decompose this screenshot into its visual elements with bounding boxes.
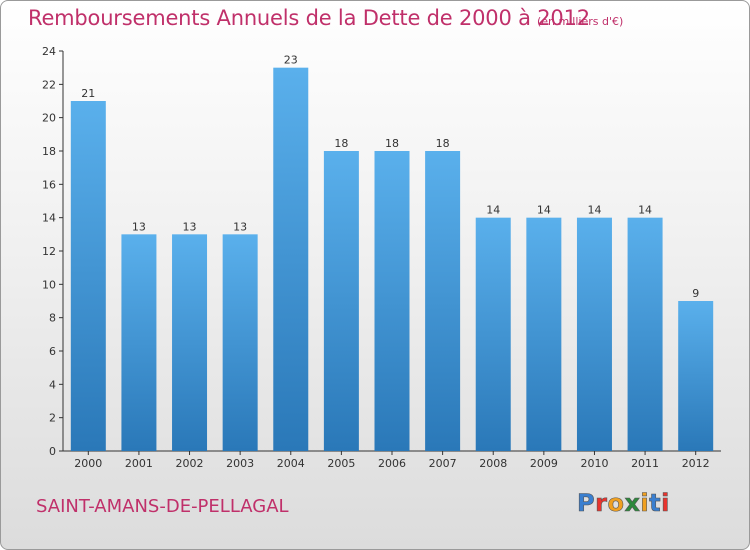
y-tick-label: 20 [42, 112, 56, 125]
proxiti-logo: Proxiti [577, 489, 670, 518]
bar-value-label: 13 [233, 220, 247, 233]
bar-value-label: 18 [334, 137, 348, 150]
bar-value-label: 23 [284, 54, 298, 67]
x-tick-label: 2006 [378, 457, 406, 470]
y-tick-label: 18 [42, 145, 56, 158]
logo-letter: i [661, 489, 670, 518]
x-tick-label: 2002 [176, 457, 204, 470]
bar-value-label: 18 [385, 137, 399, 150]
bar-value-label: 13 [132, 220, 146, 233]
bar [425, 151, 461, 451]
bars: 21 13 13 13 23 18 18 18 14 14 14 14 9 [70, 54, 714, 452]
logo-letter: i [640, 489, 650, 518]
logo-letter: o [607, 489, 625, 518]
x-tick-label: 2001 [125, 457, 153, 470]
bar-value-label: 21 [81, 87, 95, 100]
y-tick-label: 4 [49, 378, 56, 391]
logo-letter: r [595, 489, 608, 518]
bar [576, 217, 612, 451]
x-tick-label: 2003 [226, 457, 254, 470]
bar [323, 151, 359, 451]
y-tick-label: 14 [42, 212, 56, 225]
y-tick-label: 6 [49, 345, 56, 358]
bar [273, 67, 309, 452]
y-tick-label: 16 [42, 178, 56, 191]
x-tick-label: 2012 [682, 457, 710, 470]
bar-value-label: 18 [436, 137, 450, 150]
y-tick-label: 8 [49, 312, 56, 325]
x-tick-label: 2007 [429, 457, 457, 470]
bar-value-label: 13 [183, 220, 197, 233]
bar [526, 217, 562, 451]
chart-title: Remboursements Annuels de la Dette de 20… [28, 6, 590, 30]
bar-value-label: 9 [692, 287, 699, 300]
bar-value-label: 14 [587, 204, 601, 217]
bar [475, 217, 511, 451]
y-tick-label: 24 [42, 45, 56, 58]
y-tick-label: 2 [49, 412, 56, 425]
bar [374, 151, 410, 451]
bar-value-label: 14 [486, 204, 500, 217]
bar-value-label: 14 [638, 204, 652, 217]
chart-unit: (en milliers d'€) [537, 15, 624, 28]
bar [121, 234, 157, 451]
y-tick-label: 22 [42, 78, 56, 91]
y-tick-label: 0 [49, 445, 56, 458]
x-tick-label: 2010 [580, 457, 608, 470]
x-tick-label: 2005 [327, 457, 355, 470]
x-tick-label: 2011 [631, 457, 659, 470]
bar [172, 234, 208, 451]
x-tick-label: 2004 [277, 457, 305, 470]
y-tick-label: 10 [42, 278, 56, 291]
logo-letter: t [649, 489, 662, 518]
commune-name: SAINT-AMANS-DE-PELLAGAL [36, 496, 289, 517]
x-tick-label: 2009 [530, 457, 558, 470]
y-tick-label: 12 [42, 245, 56, 258]
bar-value-label: 14 [537, 204, 551, 217]
logo-letter: P [577, 489, 596, 518]
x-tick-label: 2000 [74, 457, 102, 470]
x-tick-label: 2008 [479, 457, 507, 470]
bar [70, 101, 106, 451]
bar [222, 234, 258, 451]
bar [627, 217, 663, 451]
logo-letter: x [624, 489, 641, 518]
bar [678, 301, 714, 451]
